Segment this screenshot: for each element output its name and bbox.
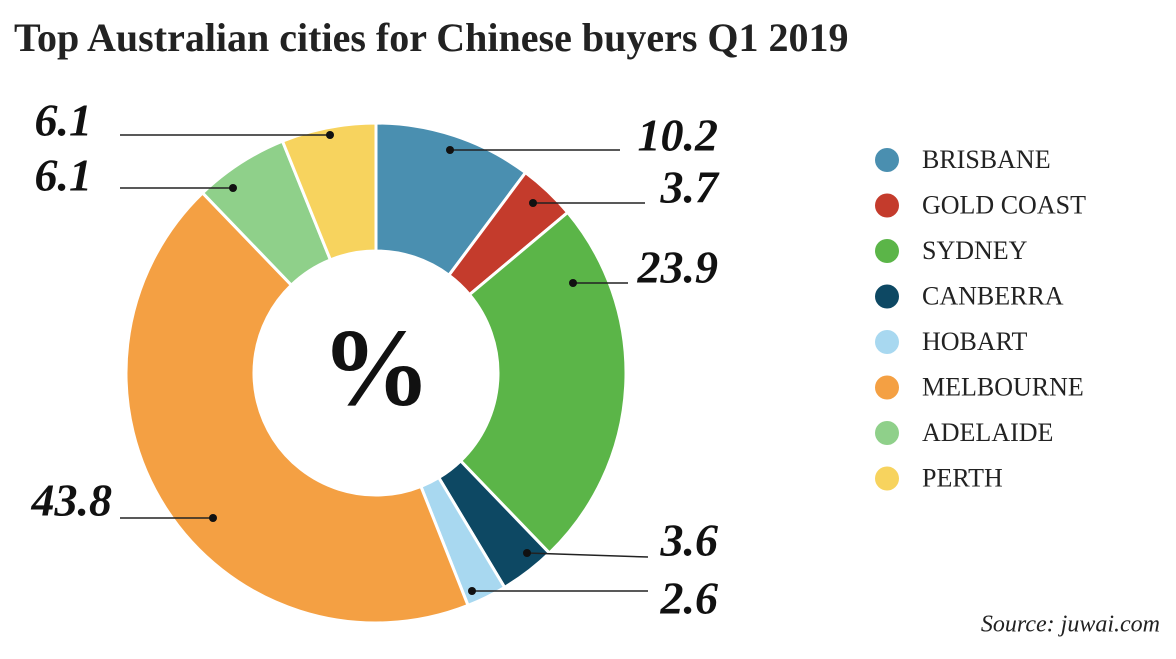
- legend-label: SYDNEY: [922, 236, 1028, 265]
- legend-swatch: [875, 466, 899, 491]
- legend-label: HOBART: [922, 327, 1027, 356]
- legend-swatch: [875, 193, 899, 218]
- legend-label: ADELAIDE: [922, 418, 1053, 447]
- value-label: 10.2: [638, 110, 719, 161]
- value-label: 3.7: [660, 162, 721, 213]
- leader-dot: [326, 131, 334, 139]
- legend-label: MELBOURNE: [922, 372, 1084, 401]
- value-label: 23.9: [637, 242, 719, 293]
- legend-label: PERTH: [922, 463, 1003, 492]
- legend-swatch: [875, 239, 899, 263]
- value-label: 6.1: [35, 150, 93, 201]
- legend-label: BRISBANE: [922, 145, 1051, 174]
- legend-swatch: [875, 421, 899, 445]
- legend-label: GOLD COAST: [922, 190, 1086, 219]
- legend-swatch: [875, 284, 899, 309]
- leader-dot: [209, 514, 217, 522]
- leader-dot: [529, 199, 537, 207]
- source: Source: juwai.com: [981, 612, 1160, 638]
- leader-dot: [446, 146, 454, 154]
- value-label: 2.6: [660, 573, 719, 624]
- center-label: %: [321, 306, 431, 428]
- leader-line: [526, 552, 649, 558]
- legend-swatch: [875, 375, 899, 400]
- leader-dot: [569, 279, 577, 287]
- legend-swatch: [875, 148, 899, 172]
- slice: [280, 121, 378, 262]
- legend-label: CANBERRA: [922, 281, 1064, 310]
- leader-dot: [523, 549, 531, 557]
- chart-title: Top Australian cities for Chinese buyers…: [14, 15, 849, 60]
- value-label: 43.8: [31, 475, 113, 526]
- slice: [458, 210, 628, 556]
- leader-dot: [468, 587, 476, 595]
- legend-swatch: [875, 330, 899, 354]
- value-label: 6.1: [35, 95, 93, 146]
- value-label: 3.6: [660, 515, 719, 566]
- leader-dot: [229, 184, 237, 192]
